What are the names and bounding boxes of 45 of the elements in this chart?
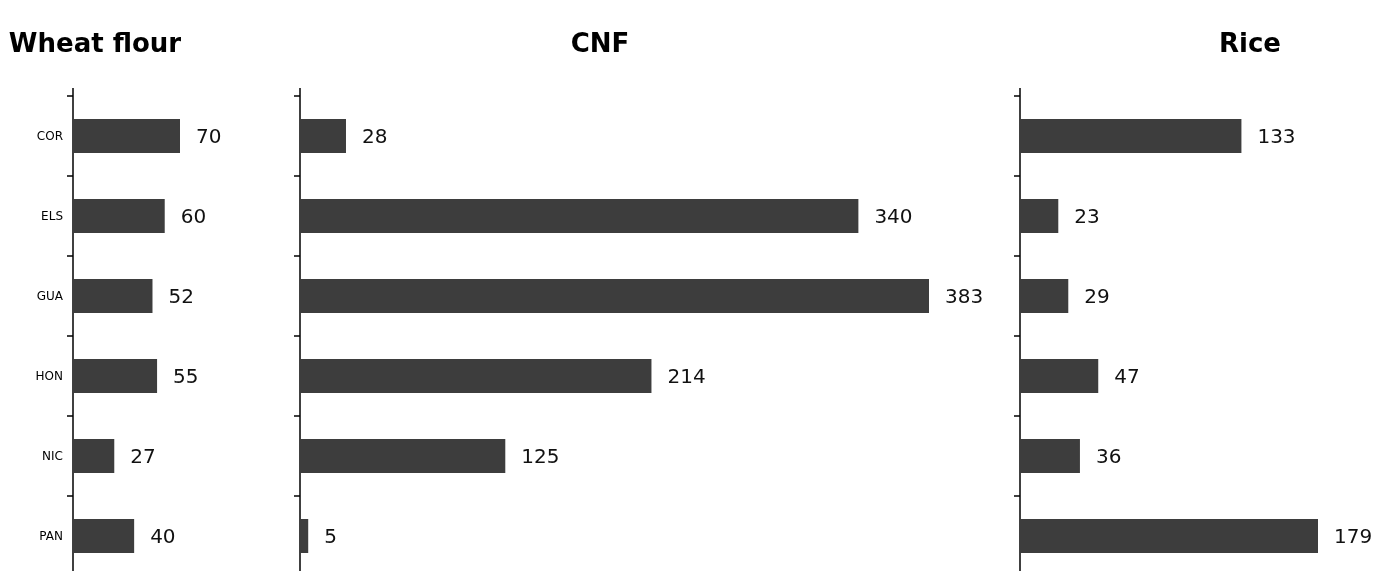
data-label: 179	[1334, 524, 1373, 548]
data-label: 125	[521, 444, 560, 468]
bar	[73, 119, 180, 153]
bar	[1020, 359, 1099, 393]
bar	[300, 279, 929, 313]
y-tick-label: NIC	[42, 449, 63, 464]
data-label: 23	[1074, 204, 1100, 228]
data-label: 383	[945, 284, 984, 308]
bar	[73, 519, 135, 553]
data-label: 36	[1095, 444, 1122, 468]
data-label: 47	[1114, 364, 1140, 388]
data-label: 340	[874, 204, 913, 228]
y-tick-label: PAN	[39, 529, 63, 544]
data-label: 40	[150, 524, 176, 548]
chart-title: Rice	[1219, 28, 1281, 58]
chart-title: Wheat flour	[8, 28, 182, 58]
bar	[1020, 279, 1069, 313]
data-label: 70	[196, 124, 222, 148]
bar	[1020, 519, 1318, 553]
bar	[73, 439, 115, 473]
bar	[300, 439, 506, 473]
bar	[73, 359, 158, 393]
data-label: 29	[1084, 284, 1110, 308]
bar	[300, 519, 309, 553]
data-label: 214	[667, 364, 706, 388]
bar	[1020, 199, 1059, 233]
bar	[1020, 119, 1242, 153]
data-label: 55	[173, 364, 199, 388]
data-label: 60	[180, 204, 207, 228]
y-tick-label: ELS	[41, 209, 63, 224]
data-label: 5	[324, 524, 337, 548]
data-label: 27	[130, 444, 156, 468]
y-tick-label: COR	[36, 129, 63, 144]
y-tick-label: GUA	[36, 289, 64, 304]
bar	[300, 359, 652, 393]
bar	[73, 199, 165, 233]
bar	[300, 199, 859, 233]
y-tick-label: HON	[35, 369, 63, 384]
bar	[1020, 439, 1080, 473]
bar	[73, 279, 153, 313]
data-label: 52	[168, 284, 194, 308]
bar	[300, 119, 346, 153]
chart-title: CNF	[570, 28, 630, 58]
data-label: 133	[1257, 124, 1296, 148]
data-label: 28	[361, 124, 388, 148]
